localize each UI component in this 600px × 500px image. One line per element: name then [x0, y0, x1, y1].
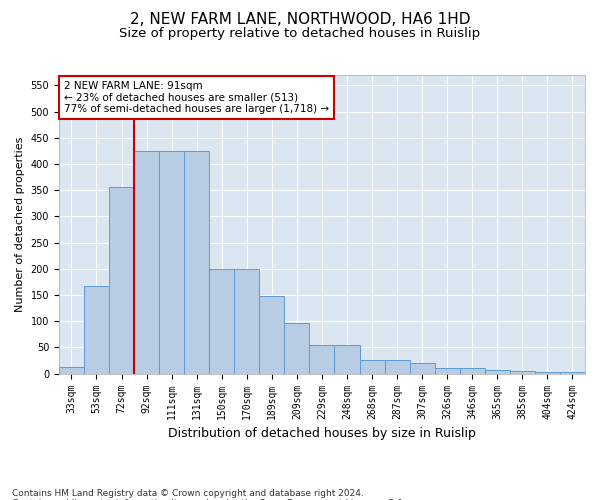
X-axis label: Distribution of detached houses by size in Ruislip: Distribution of detached houses by size … — [168, 427, 476, 440]
Bar — [385, 360, 410, 374]
Bar — [510, 371, 535, 374]
Text: 2 NEW FARM LANE: 91sqm
← 23% of detached houses are smaller (513)
77% of semi-de: 2 NEW FARM LANE: 91sqm ← 23% of detached… — [64, 81, 329, 114]
Bar — [234, 269, 259, 374]
Bar — [84, 286, 109, 374]
Text: 2, NEW FARM LANE, NORTHWOOD, HA6 1HD: 2, NEW FARM LANE, NORTHWOOD, HA6 1HD — [130, 12, 470, 28]
Bar — [259, 296, 284, 374]
Bar — [184, 151, 209, 374]
Bar — [460, 368, 485, 374]
Y-axis label: Number of detached properties: Number of detached properties — [15, 136, 25, 312]
Bar — [560, 372, 585, 374]
Bar — [209, 269, 234, 374]
Bar — [485, 370, 510, 374]
Bar — [434, 368, 460, 374]
Text: Contains public sector information licensed under the Open Government Licence v3: Contains public sector information licen… — [12, 498, 406, 500]
Bar — [535, 372, 560, 374]
Text: Contains HM Land Registry data © Crown copyright and database right 2024.: Contains HM Land Registry data © Crown c… — [12, 488, 364, 498]
Bar — [410, 363, 434, 374]
Bar — [134, 151, 159, 374]
Bar — [284, 323, 310, 374]
Text: Size of property relative to detached houses in Ruislip: Size of property relative to detached ho… — [119, 28, 481, 40]
Bar — [359, 360, 385, 374]
Bar — [334, 345, 359, 374]
Bar — [159, 151, 184, 374]
Bar — [310, 345, 334, 374]
Bar — [59, 367, 84, 374]
Bar — [109, 186, 134, 374]
